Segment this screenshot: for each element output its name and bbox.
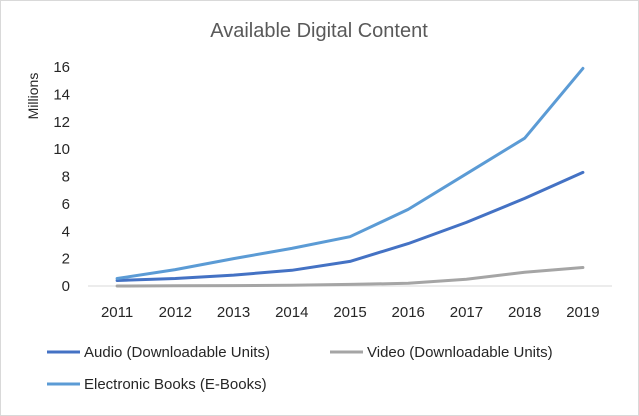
x-tick-label: 2016 [392,304,425,321]
y-tick-label: 14 [53,86,70,103]
y-tick-labels: 0 2 4 6 8 10 12 14 16 [53,59,70,295]
y-tick-label: 4 [62,223,70,240]
legend: Audio (Downloadable Units) Video (Downloa… [47,344,553,393]
series-lines [115,66,585,288]
x-tick-label: 2011 [101,304,133,321]
series-line [115,170,585,282]
series-line [115,266,585,288]
legend-label: Audio (Downloadable Units) [84,344,270,361]
y-tick-label: 2 [62,251,70,268]
x-tick-label: 2018 [508,304,541,321]
x-tick-label: 2019 [566,304,599,321]
series-line [115,66,585,280]
y-tick-label: 10 [53,141,70,158]
y-tick-label: 0 [62,278,70,295]
x-tick-label: 2012 [159,304,192,321]
x-tick-label: 2017 [450,304,483,321]
y-tick-label: 8 [62,169,70,186]
x-tick-labels: 2011 2012 2013 2014 2015 2016 2017 2018 2019 [101,304,600,321]
y-tick-label: 6 [62,196,70,213]
y-axis-label: Millions [25,73,41,120]
y-tick-label: 12 [53,114,70,131]
x-tick-label: 2015 [333,304,366,321]
legend-label: Video (Downloadable Units) [367,344,553,361]
x-tick-label: 2014 [275,304,308,321]
x-tick-label: 2013 [217,304,250,321]
legend-label: Electronic Books (E-Books) [84,376,267,393]
chart-title: Available Digital Content [210,20,428,42]
y-tick-label: 16 [53,59,70,76]
